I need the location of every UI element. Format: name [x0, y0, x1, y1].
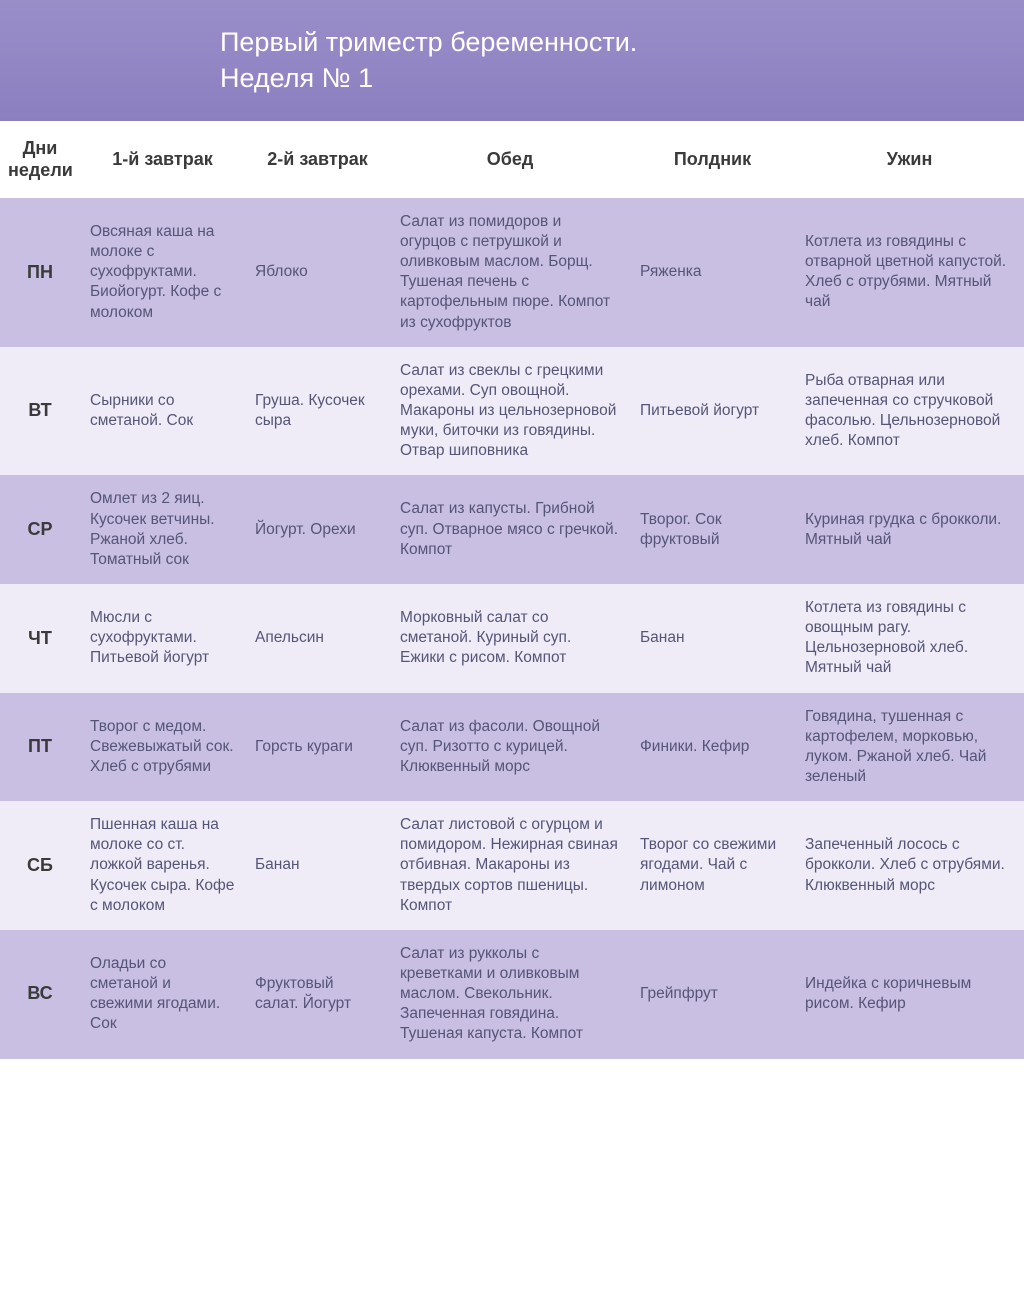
cell-din: Рыба отварная или запеченная со стручков…	[795, 347, 1024, 476]
title-line-2: Неделя № 1	[220, 60, 1024, 96]
cell-din: Куриная грудка с брокколи. Мятный чай	[795, 475, 1024, 584]
page-title: Первый триместр беременности. Неделя № 1	[0, 0, 1024, 121]
table-body: ПНОвсяная каша на молоке с сухофруктами.…	[0, 198, 1024, 1059]
cell-snack: Творог. Сок фруктовый	[630, 475, 795, 584]
cell-lunch: Морковный салат со сметаной. Куриный суп…	[390, 584, 630, 693]
cell-lunch: Салат из фасоли. Овощной суп. Ризотто с …	[390, 693, 630, 802]
cell-snack: Питьевой йогурт	[630, 347, 795, 476]
col-header-snack: Полдник	[630, 121, 795, 198]
cell-lunch: Салат из свеклы с грецкими орехами. Суп …	[390, 347, 630, 476]
cell-bf1: Омлет из 2 яиц. Кусочек ветчины. Ржаной …	[80, 475, 245, 584]
cell-bf1: Пшенная каша на молоке со ст. ложкой вар…	[80, 801, 245, 930]
cell-bf2: Апельсин	[245, 584, 390, 693]
cell-day: СР	[0, 475, 80, 584]
col-header-din: Ужин	[795, 121, 1024, 198]
cell-day: ПН	[0, 198, 80, 347]
table-row: СРОмлет из 2 яиц. Кусочек ветчины. Ржано…	[0, 475, 1024, 584]
cell-snack: Банан	[630, 584, 795, 693]
cell-din: Говядина, тушенная с картофелем, морковь…	[795, 693, 1024, 802]
cell-bf1: Сырники со сметаной. Сок	[80, 347, 245, 476]
cell-lunch: Салат из капусты. Грибной суп. Отварное …	[390, 475, 630, 584]
cell-bf2: Йогурт. Орехи	[245, 475, 390, 584]
cell-snack: Творог со свежими ягодами. Чай с лимоном	[630, 801, 795, 930]
cell-din: Котлета из говядины с овощным рагу. Цель…	[795, 584, 1024, 693]
cell-day: ПТ	[0, 693, 80, 802]
table-row: ВСОладьи со сметаной и свежими ягодами. …	[0, 930, 1024, 1059]
table-row: ПТТворог с медом. Свежевыжатый сок. Хлеб…	[0, 693, 1024, 802]
table-row: СБПшенная каша на молоке со ст. ложкой в…	[0, 801, 1024, 930]
title-line-1: Первый триместр беременности.	[220, 24, 1024, 60]
col-header-bf1: 1-й завтрак	[80, 121, 245, 198]
cell-bf2: Горсть кураги	[245, 693, 390, 802]
cell-snack: Ряженка	[630, 198, 795, 347]
cell-lunch: Салат из рукколы с креветками и оливковы…	[390, 930, 630, 1059]
cell-snack: Грейпфрут	[630, 930, 795, 1059]
cell-day: ВС	[0, 930, 80, 1059]
cell-bf2: Фруктовый салат. Йогурт	[245, 930, 390, 1059]
cell-bf1: Овсяная каша на молоке с сухофруктами. Б…	[80, 198, 245, 347]
cell-snack: Финики. Кефир	[630, 693, 795, 802]
cell-day: СБ	[0, 801, 80, 930]
cell-lunch: Салат из помидоров и огурцов с петрушкой…	[390, 198, 630, 347]
cell-din: Запеченный лосось с брокколи. Хлеб с отр…	[795, 801, 1024, 930]
cell-din: Индейка с коричневым рисом. Кефир	[795, 930, 1024, 1059]
cell-din: Котлета из говядины с отварной цветной к…	[795, 198, 1024, 347]
cell-bf1: Мюсли с сухофруктами. Питьевой йогурт	[80, 584, 245, 693]
cell-day: ЧТ	[0, 584, 80, 693]
cell-bf2: Яблоко	[245, 198, 390, 347]
col-header-day: Дни недели	[0, 121, 80, 198]
col-header-bf2: 2-й завтрак	[245, 121, 390, 198]
table-row: ЧТМюсли с сухофруктами. Питьевой йогуртА…	[0, 584, 1024, 693]
cell-bf2: Груша. Кусочек сыра	[245, 347, 390, 476]
meal-plan-table: Дни недели 1-й завтрак 2-й завтрак Обед …	[0, 121, 1024, 1059]
cell-bf1: Оладьи со сметаной и свежими ягодами. Со…	[80, 930, 245, 1059]
col-header-lunch: Обед	[390, 121, 630, 198]
cell-lunch: Салат листовой с огурцом и помидором. Не…	[390, 801, 630, 930]
table-row: ВТСырники со сметаной. СокГруша. Кусочек…	[0, 347, 1024, 476]
cell-bf1: Творог с медом. Свежевыжатый сок. Хлеб с…	[80, 693, 245, 802]
table-row: ПНОвсяная каша на молоке с сухофруктами.…	[0, 198, 1024, 347]
cell-day: ВТ	[0, 347, 80, 476]
table-header: Дни недели 1-й завтрак 2-й завтрак Обед …	[0, 121, 1024, 198]
cell-bf2: Банан	[245, 801, 390, 930]
